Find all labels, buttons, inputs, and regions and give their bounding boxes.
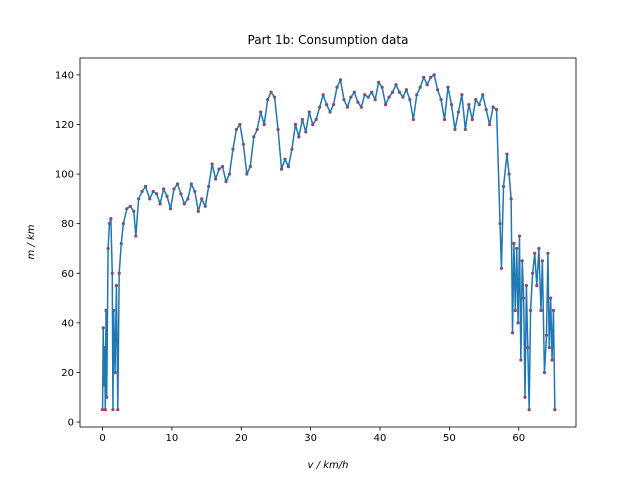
x-axis-label: v / km/h [308,460,349,471]
y-tick-label: 40 [61,318,74,329]
marker [553,408,557,412]
y-axis-label: m / km [26,224,37,259]
x-tick-label: 20 [235,433,248,444]
x-tick-label: 60 [512,433,525,444]
y-tick-label: 100 [55,170,74,181]
plot-frame [79,57,577,428]
marker [100,408,105,412]
y-tick-label: 60 [61,269,74,280]
x-tick-label: 0 [99,433,105,444]
y-tick-label: 20 [61,368,74,379]
y-tick-label: 140 [55,70,74,81]
chart-title: Part 1b: Consumption data [248,33,409,47]
x-tick-label: 50 [443,433,456,444]
y-tick-label: 80 [61,219,74,230]
y-tick-label: 0 [68,418,74,429]
x-tick-label: 30 [304,433,317,444]
line [101,74,556,411]
x-tick-label: 40 [374,433,387,444]
y-tick-label: 120 [55,120,74,131]
x-tick-label: 10 [166,433,179,444]
